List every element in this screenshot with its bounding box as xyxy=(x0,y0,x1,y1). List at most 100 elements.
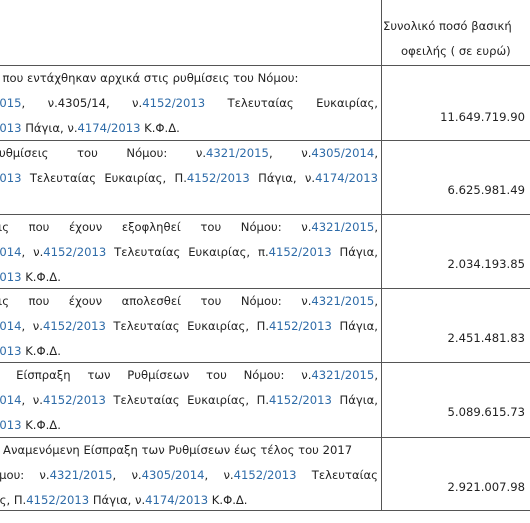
description-line: 2014, ν.4152/2013 Τελευταίας Ευκαιρίας, … xyxy=(0,240,378,265)
law-link[interactable]: 4152/2013 xyxy=(42,393,106,407)
law-link[interactable]: 4152/2013 xyxy=(269,393,332,407)
law-link[interactable]: 4321/2015 xyxy=(311,220,375,234)
law-link[interactable]: 4152/2013 xyxy=(233,468,297,482)
column-divider xyxy=(381,0,382,511)
description-text: εις που έχουν απολεσθεί του Νόμου: ν. xyxy=(0,294,312,308)
description-text: Ρυθμίσεις του Νόμου: ν. xyxy=(0,146,207,160)
law-link[interactable]: 4152/2013 xyxy=(26,493,90,507)
law-link[interactable]: 4174/2013 xyxy=(145,493,209,507)
amount-header-line-1: Συνολικό ποσό βασική xyxy=(383,19,512,33)
law-link[interactable]: 2013 xyxy=(0,121,22,135)
description-text: , ν. xyxy=(204,468,234,482)
description-line: 2014, ν.4152/2013 Τελευταίας Ευκαιρίας, … xyxy=(0,388,378,413)
description-text: ή Αναμενόμενη Είσπραξη των Ρυθμίσεων έως… xyxy=(0,443,353,457)
description-line xyxy=(0,191,378,216)
law-link[interactable]: 2013 xyxy=(0,344,22,358)
description-text: , ν.4305/14, ν. xyxy=(21,96,143,110)
description-line: 2015, ν.4305/14, ν.4152/2013 Τελευταίας … xyxy=(0,91,378,116)
amount-column-header: Συνολικό ποσό βασική οφειλής ( σε ευρώ) xyxy=(383,14,530,64)
description-text: Πάγια, ν. xyxy=(249,171,316,185)
law-link[interactable]: 2013 xyxy=(0,270,22,284)
row-description: εις που έχουν εξοφληθεί του Νόμου: ν.432… xyxy=(0,215,378,290)
row-divider xyxy=(0,288,530,289)
description-text: εις που έχουν εξοφληθεί του Νόμου: ν. xyxy=(0,220,312,234)
description-text: Πάγια, xyxy=(331,319,378,333)
row-divider xyxy=(0,510,530,511)
description-line: εις που έχουν εξοφληθεί του Νόμου: ν.432… xyxy=(0,215,378,240)
row-divider xyxy=(0,214,530,215)
description-text: , xyxy=(374,146,378,160)
law-link[interactable]: 4321/2015 xyxy=(311,294,375,308)
description-text: ομου: ν. xyxy=(0,468,50,482)
description-text: Κ.Φ.Δ. xyxy=(21,344,61,358)
row-description: ς που εντάχθηκαν αρχικά στις ρυθμίσεις τ… xyxy=(0,66,378,141)
description-text: Πάγια, xyxy=(331,393,378,407)
row-description: Ρυθμίσεις του Νόμου: ν.4321/2015, ν.4305… xyxy=(0,141,378,216)
law-link[interactable]: 4152/2013 xyxy=(269,319,332,333)
row-divider xyxy=(0,140,530,141)
description-text: Τελευταίας Ευκαιρίας, Π. xyxy=(21,171,187,185)
law-link[interactable]: 4174/2013 xyxy=(315,171,378,185)
description-text: Τελευταίας xyxy=(296,468,378,482)
amount-header-line-2: οφειλής ( σε ευρώ) xyxy=(401,44,511,58)
description-text: ή Είσπραξη των Ρυθμίσεων του Νόμου: ν. xyxy=(0,368,312,382)
description-text: , ν. xyxy=(21,245,44,259)
description-text: , ν. xyxy=(268,146,312,160)
law-link[interactable]: 4152/2013 xyxy=(142,96,206,110)
description-line: εις που έχουν απολεσθεί του Νόμου: ν.432… xyxy=(0,289,378,314)
description-line: ή Είσπραξη των Ρυθμίσεων του Νόμου: ν.43… xyxy=(0,363,378,388)
description-text: , ν. xyxy=(21,393,43,407)
description-line: ς που εντάχθηκαν αρχικά στις ρυθμίσεις τ… xyxy=(0,66,378,91)
law-link[interactable]: 4152/2013 xyxy=(268,245,332,259)
description-line: 2013 Κ.Φ.Δ. xyxy=(0,413,378,438)
description-text: , xyxy=(374,368,378,382)
description-text: Τελευταίας Ευκαιρίας, Π. xyxy=(105,319,270,333)
description-text: Κ.Φ.Δ. xyxy=(21,418,61,432)
law-link[interactable]: 4152/2013 xyxy=(42,319,106,333)
law-link[interactable]: 2013 xyxy=(0,418,22,432)
amount-cell: 11.649.719.90 xyxy=(440,110,525,124)
row-divider xyxy=(0,362,530,363)
law-link[interactable]: 4305/2014 xyxy=(311,146,375,160)
description-text: Πάγια, ν. xyxy=(89,493,146,507)
description-text: ς που εντάχθηκαν αρχικά στις ρυθμίσεις τ… xyxy=(0,71,299,85)
law-link[interactable]: 2014 xyxy=(0,319,22,333)
description-text: , xyxy=(374,220,378,234)
description-text: , xyxy=(374,294,378,308)
law-link[interactable]: 4152/2013 xyxy=(186,171,250,185)
description-text: Κ.Φ.Δ. xyxy=(21,270,61,284)
law-link[interactable]: 4321/2015 xyxy=(311,368,375,382)
description-line: Ρυθμίσεις του Νόμου: ν.4321/2015, ν.4305… xyxy=(0,141,378,166)
description-text: ας, Π. xyxy=(0,493,27,507)
row-divider xyxy=(0,65,530,66)
description-text: Τελευταίας Ευκαιρίας, π. xyxy=(106,245,269,259)
law-link[interactable]: 2013 xyxy=(0,171,22,185)
row-description: ή Αναμενόμενη Είσπραξη των Ρυθμίσεων έως… xyxy=(0,438,378,513)
law-link[interactable]: 4174/2013 xyxy=(77,121,141,135)
law-link[interactable]: 2014 xyxy=(0,245,22,259)
law-link[interactable]: 4321/2015 xyxy=(49,468,113,482)
description-line: 2013 Τελευταίας Ευκαιρίας, Π.4152/2013 Π… xyxy=(0,166,378,191)
amount-cell: 6.625.981.49 xyxy=(447,183,525,197)
row-divider xyxy=(0,437,530,438)
description-text: , ν. xyxy=(21,319,43,333)
description-line: 2013 Πάγια, ν.4174/2013 Κ.Φ.Δ. xyxy=(0,116,378,141)
row-description: εις που έχουν απολεσθεί του Νόμου: ν.432… xyxy=(0,289,378,364)
amount-cell: 2.034.193.85 xyxy=(447,257,525,271)
description-text: Τελευταίας Ευκαιρίας, xyxy=(205,96,378,110)
description-text: Κ.Φ.Δ. xyxy=(140,121,180,135)
description-line: 2013 Κ.Φ.Δ. xyxy=(0,265,378,290)
law-link[interactable]: 2015 xyxy=(0,96,22,110)
description-line: ας, Π.4152/2013 Πάγια, ν.4174/2013 Κ.Φ.Δ… xyxy=(0,488,378,513)
law-link[interactable]: 4152/2013 xyxy=(43,245,107,259)
description-line: ομου: ν.4321/2015, ν.4305/2014, ν.4152/2… xyxy=(0,463,378,488)
description-line: ή Αναμενόμενη Είσπραξη των Ρυθμίσεων έως… xyxy=(0,438,378,463)
description-text: Τελευταίας Ευκαιρίας, Π. xyxy=(105,393,270,407)
row-description: ή Είσπραξη των Ρυθμίσεων του Νόμου: ν.43… xyxy=(0,363,378,438)
law-link[interactable]: 4321/2015 xyxy=(206,146,269,160)
description-text: , ν. xyxy=(112,468,142,482)
law-link[interactable]: 4305/2014 xyxy=(141,468,205,482)
amount-cell: 2.921.007.98 xyxy=(447,480,525,494)
law-link[interactable]: 2014 xyxy=(0,393,22,407)
description-line: 2014, ν.4152/2013 Τελευταίας Ευκαιρίας, … xyxy=(0,314,378,339)
